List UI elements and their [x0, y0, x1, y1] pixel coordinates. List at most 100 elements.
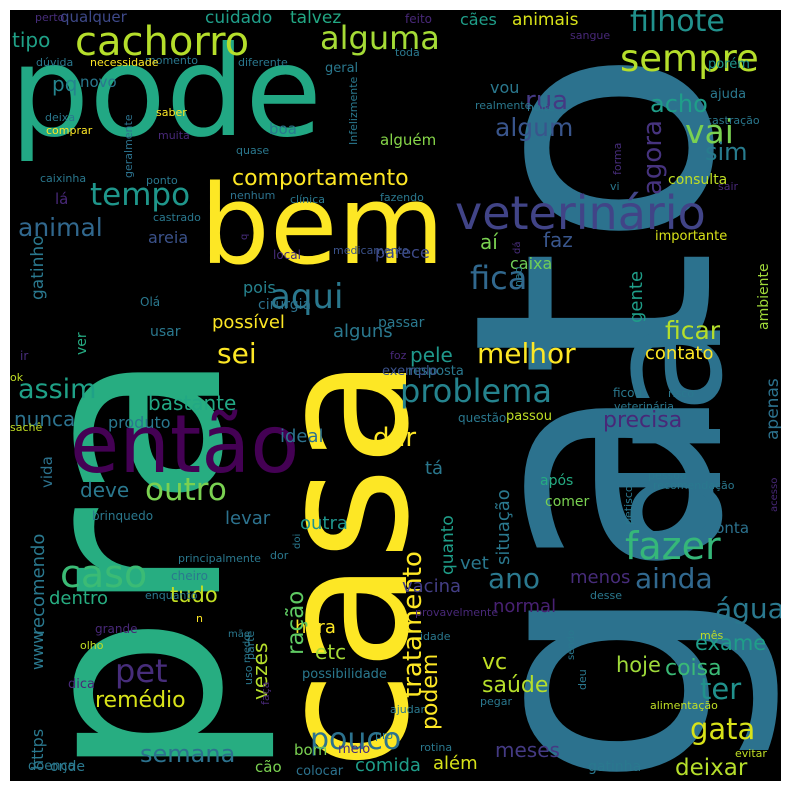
word-ir: ir	[20, 349, 29, 363]
word-entao: então	[70, 398, 300, 491]
word-acesso: acesso	[769, 477, 780, 512]
word-muita: muita	[158, 129, 190, 142]
word-questao: questão	[458, 411, 507, 425]
word-da: dá	[512, 241, 523, 254]
word-sache: sachê	[10, 421, 43, 434]
word-pro: pro	[375, 729, 393, 742]
word-nao: nao	[512, 266, 525, 287]
word-sendo: sendo	[566, 629, 577, 660]
word-vida: vida	[38, 456, 56, 488]
word-exame: exame	[695, 631, 767, 655]
word-medicamento: medicamento	[333, 244, 409, 257]
word-situacao: situação	[493, 489, 514, 565]
word-cao: cão	[255, 758, 282, 776]
word-novo: novo	[80, 73, 117, 91]
word-momento: momento	[145, 54, 198, 67]
word-caixinha: caixinha	[40, 172, 87, 185]
word-ponto: ponto	[146, 174, 178, 187]
word-perto: perto	[35, 11, 65, 24]
word-filhote: filhote	[630, 10, 725, 39]
word-cheiro: cheiro	[171, 569, 208, 583]
word-fica: fica	[470, 259, 528, 297]
word-dentro: dentro	[49, 588, 108, 609]
word-gata: gata	[690, 712, 756, 746]
word-ideal: ideal	[280, 426, 324, 447]
word-vet: vet	[460, 553, 489, 574]
word-alem: além	[433, 753, 478, 774]
word-areia: areia	[148, 228, 189, 247]
word-n: n	[196, 612, 203, 625]
word-deixar: deixar	[675, 755, 748, 781]
word-melhor: melhor	[477, 337, 576, 370]
word-sangue: sangue	[570, 29, 611, 42]
word-la: lá	[55, 190, 69, 208]
word-coisa: coisa	[665, 656, 722, 681]
word-meio: meio	[338, 742, 371, 757]
word-agua: água	[715, 592, 781, 625]
word-gatinho: gatinho	[28, 235, 48, 300]
word-risco: risco	[668, 387, 695, 400]
word-ano: ano	[488, 562, 541, 595]
word-ter: ter	[700, 672, 742, 706]
word-bastante: bastante	[148, 391, 237, 415]
word-local: local	[273, 248, 301, 262]
word-noite: noite	[527, 101, 555, 114]
word-cuidado: cuidado	[205, 10, 273, 28]
word-saude: saúde	[482, 673, 549, 698]
word-vai: vai	[685, 112, 734, 151]
word-cloud-canvas: gato pra casa pode dia bem então veterinário cac…	[10, 10, 781, 781]
word-clinica: clínica	[290, 193, 325, 206]
word-conta: conta	[707, 519, 750, 537]
word-quase: quase	[236, 144, 270, 157]
word-problema: problema	[400, 372, 553, 410]
word-ok: ok	[10, 371, 24, 384]
word-recomendo: recomendo	[28, 533, 49, 635]
word-ficar: ficar	[665, 316, 721, 345]
word-ta: tá	[425, 458, 444, 479]
word-menos: menos	[570, 567, 631, 588]
word-alguns: alguns	[333, 321, 393, 342]
word-porem: porém	[708, 57, 750, 72]
word-ficou: ficou	[613, 386, 643, 400]
word-dor: dor	[270, 549, 289, 562]
word-ainda: ainda	[635, 562, 713, 595]
word-parece: parece	[375, 243, 430, 262]
word-agora: agora	[638, 120, 668, 195]
word-veterinario: veterinário	[455, 186, 706, 240]
word-apenas: apenas	[763, 378, 781, 440]
word-acho: acho	[650, 90, 708, 118]
word-nenhum: nenhum	[230, 189, 276, 202]
word-sair: sair	[718, 180, 739, 193]
word-qualquer: qualquer	[60, 10, 127, 26]
word-hoje: hoje	[616, 653, 661, 677]
word-deve: deve	[80, 478, 130, 502]
word-sim: sim	[705, 138, 748, 166]
word-principalmente: principalmente	[178, 552, 261, 565]
word-geral: geral	[325, 61, 359, 76]
word-ambiente: ambiente	[756, 263, 772, 330]
word-toda: toda	[395, 46, 420, 59]
word-duvida: dúvida	[36, 56, 74, 69]
word-precisa: precisa	[603, 408, 683, 433]
word-importante: importante	[655, 229, 728, 244]
word-pegar: pegar	[480, 695, 512, 708]
word-usar: usar	[150, 324, 181, 340]
word-semana: semana	[140, 740, 236, 768]
word-ai: aí	[480, 230, 498, 254]
word-desse: desse	[590, 589, 622, 602]
word-foz: foz	[390, 349, 407, 362]
word-petisco: petisco	[622, 485, 635, 525]
word-faca: faça	[259, 681, 272, 705]
word-ver: ver	[74, 332, 90, 355]
word-doenca: doença	[28, 759, 76, 774]
word-gatinha: gatinha	[588, 759, 642, 775]
word-fazer: fazer	[625, 524, 721, 568]
word-produto: produto	[108, 413, 171, 432]
word-castracao: castração	[706, 114, 760, 127]
word-vc: vc	[482, 650, 508, 675]
word-outra: outra	[300, 513, 348, 534]
word-rotina: rotina	[420, 741, 453, 754]
word-exemplo: exemplo	[382, 364, 438, 379]
word-pessoa: pessoa	[648, 469, 687, 482]
